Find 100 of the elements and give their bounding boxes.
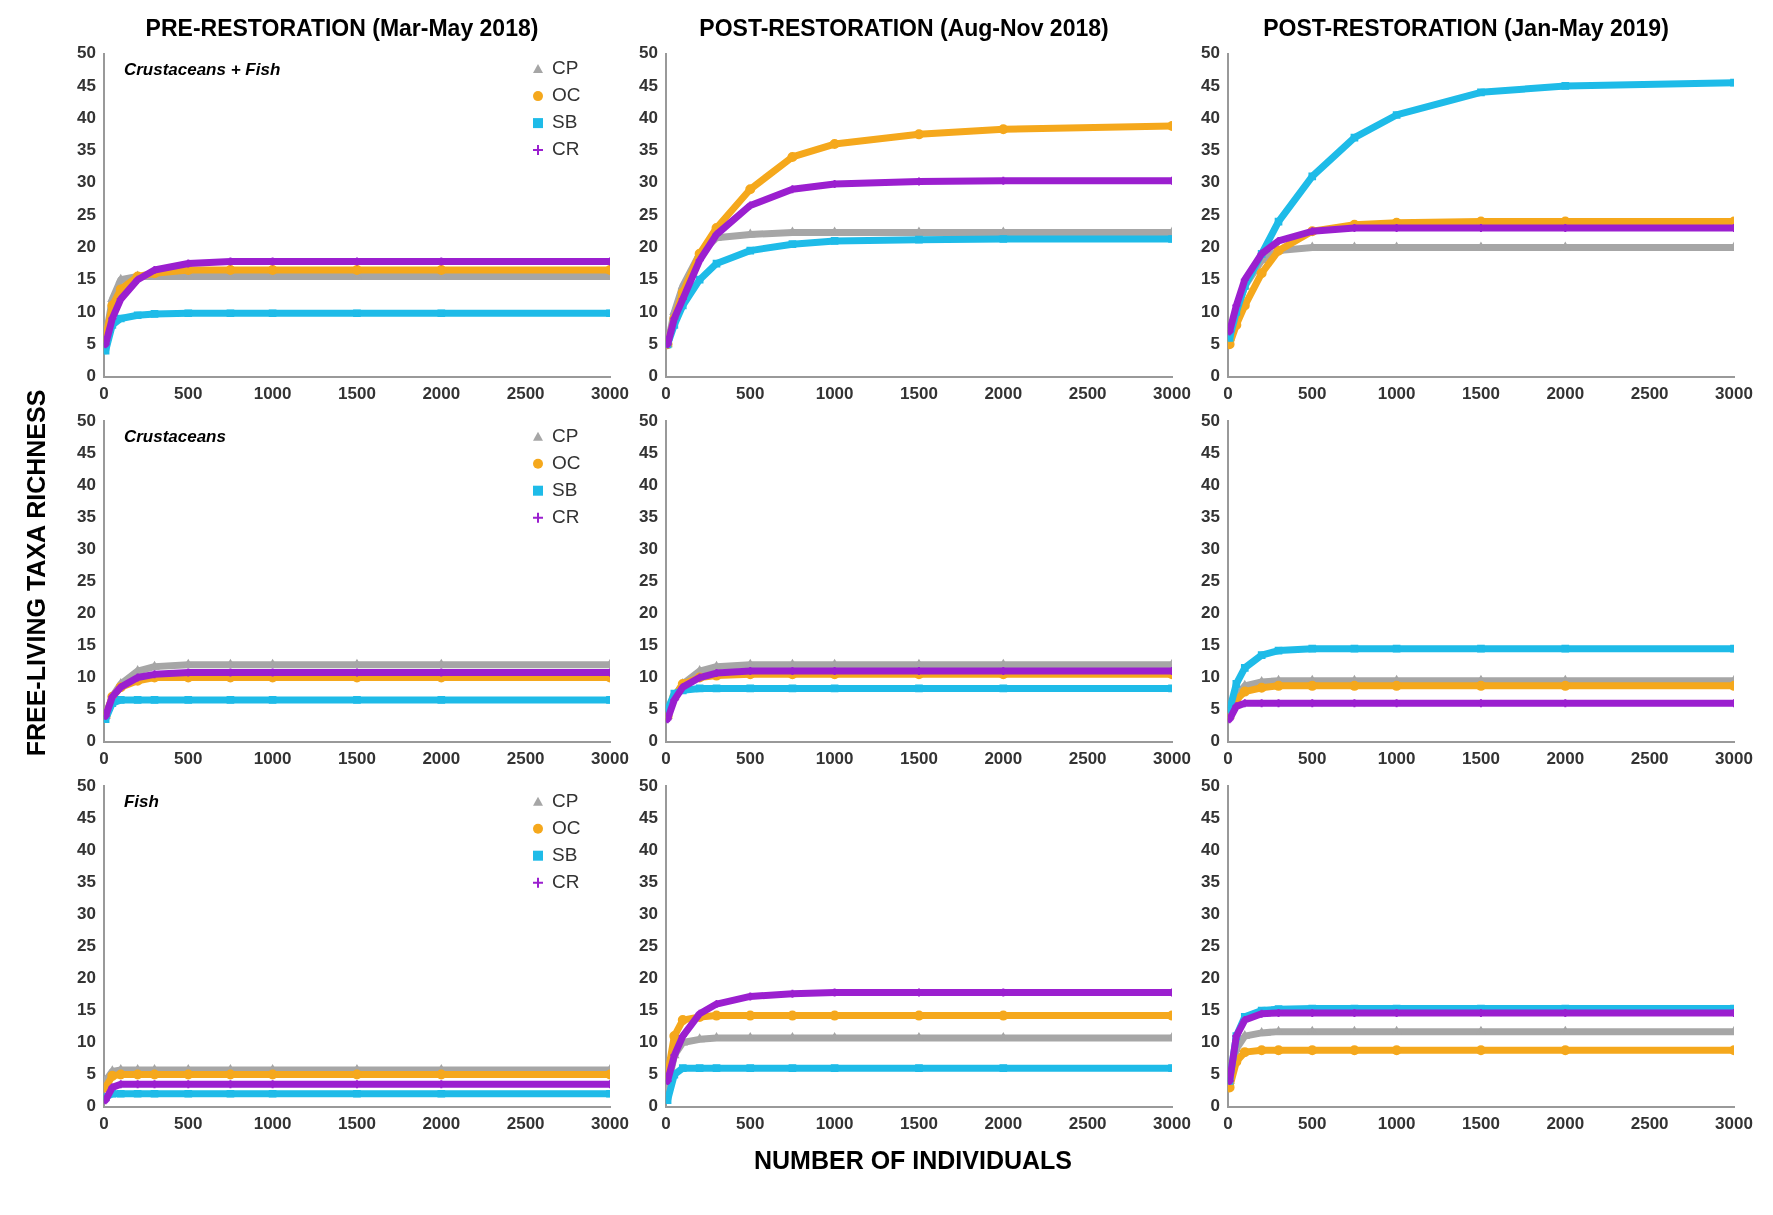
y-tick-label: 30 (1200, 904, 1220, 924)
x-tick-label: 0 (1223, 749, 1233, 769)
y-tick-label: 35 (1200, 872, 1220, 892)
y-tick-label: 40 (1200, 107, 1220, 127)
y-tick-label: 50 (638, 43, 658, 63)
x-tick-label: 1000 (815, 1114, 854, 1134)
x-tick-label: 0 (661, 749, 671, 769)
y-tick-label: 0 (86, 1096, 96, 1116)
legend-label: CP (552, 789, 579, 811)
chart-title: POST-RESTORATION (Aug-Nov 2018) (699, 15, 1109, 42)
x-tick-label: 500 (736, 384, 765, 404)
y-tick-label: 45 (76, 75, 96, 95)
x-tick-label: 2000 (1546, 384, 1585, 404)
y-tick-label: 10 (1200, 1032, 1220, 1052)
y-tick-label: 25 (76, 936, 96, 956)
x-tick-label: 1500 (900, 384, 938, 404)
x-tick-label: 3000 (591, 1114, 629, 1134)
x-tick-label: 3000 (1715, 749, 1753, 769)
x-tick-label: 2000 (422, 749, 461, 769)
x-axis-title: NUMBER OF INDIVIDUALS (752, 1146, 1074, 1175)
legend-label: SB (552, 111, 578, 133)
y-tick-label: 35 (1200, 507, 1220, 527)
x-tick-label: 1000 (1377, 749, 1416, 769)
y-tick-label: 15 (76, 269, 96, 289)
y-tick-label: 20 (1200, 237, 1220, 257)
x-tick-label: 2000 (984, 1114, 1023, 1134)
y-tick-label: 5 (1210, 1064, 1220, 1084)
y-tick-label: 5 (648, 699, 658, 719)
x-tick-label: 2000 (422, 384, 461, 404)
x-tick-label: 1500 (1462, 384, 1500, 404)
y-tick-label: 45 (638, 442, 658, 462)
legend-label: OC (552, 451, 581, 473)
y-tick-label: 20 (638, 968, 658, 988)
y-tick-label: 30 (638, 539, 658, 559)
x-tick-label: 2500 (1630, 749, 1669, 769)
legend-label: CR (552, 505, 580, 527)
y-tick-label: 35 (638, 140, 658, 160)
y-tick-label: 10 (76, 1032, 96, 1052)
chart-title: PRE-RESTORATION (Mar-May 2018) (145, 15, 539, 42)
y-tick-label: 25 (1200, 571, 1220, 591)
x-tick-label: 2500 (1068, 1114, 1107, 1134)
x-tick-label: 0 (99, 1114, 109, 1134)
y-tick-label: 15 (76, 1000, 96, 1020)
x-tick-label: 3000 (591, 384, 629, 404)
x-tick-label: 3000 (1153, 1114, 1191, 1134)
y-tick-label: 0 (86, 731, 96, 751)
x-tick-label: 0 (1223, 384, 1233, 404)
y-tick-label: 10 (1200, 301, 1220, 321)
y-tick-label: 40 (638, 839, 658, 859)
x-tick-label: 1000 (253, 749, 292, 769)
y-tick-label: 10 (638, 1032, 658, 1052)
y-tick-label: 0 (1210, 366, 1220, 386)
x-tick-label: 1000 (1377, 384, 1416, 404)
x-tick-label: 2000 (1546, 1114, 1585, 1134)
y-tick-label: 40 (638, 474, 658, 494)
x-tick-label: 1000 (253, 1114, 292, 1134)
x-tick-label: 1500 (338, 749, 376, 769)
y-tick-label: 40 (76, 839, 96, 859)
y-tick-label: 5 (1210, 333, 1220, 353)
legend-label: CP (552, 424, 579, 446)
x-tick-label: 2000 (984, 749, 1023, 769)
y-tick-label: 35 (76, 507, 96, 527)
x-tick-label: 2000 (984, 384, 1023, 404)
y-tick-label: 40 (76, 474, 96, 494)
y-tick-label: 15 (1200, 269, 1220, 289)
x-tick-label: 1000 (815, 749, 854, 769)
x-tick-label: 2500 (1068, 749, 1107, 769)
x-tick-label: 2500 (506, 1114, 545, 1134)
x-tick-label: 2500 (1630, 1114, 1669, 1134)
y-tick-label: 20 (638, 237, 658, 257)
y-tick-label: 35 (1200, 140, 1220, 160)
y-tick-label: 0 (1210, 731, 1220, 751)
y-tick-label: 30 (76, 539, 96, 559)
y-tick-label: 50 (76, 43, 96, 63)
y-tick-label: 20 (76, 603, 96, 623)
annotation: Crustaceans (123, 427, 226, 447)
y-tick-label: 5 (648, 333, 658, 353)
y-tick-label: 0 (1210, 1096, 1220, 1116)
legend-label: SB (552, 478, 578, 500)
y-tick-label: 35 (76, 140, 96, 160)
y-tick-label: 5 (86, 699, 96, 719)
x-tick-label: 1000 (815, 384, 854, 404)
y-tick-label: 40 (1200, 474, 1220, 494)
x-tick-label: 500 (174, 384, 203, 404)
x-tick-label: 1000 (253, 384, 292, 404)
y-tick-label: 50 (1200, 43, 1220, 63)
legend-label: SB (552, 843, 578, 865)
y-tick-label: 5 (648, 1064, 658, 1084)
y-tick-label: 25 (76, 571, 96, 591)
legend-label: CR (552, 870, 580, 892)
x-tick-label: 2500 (1630, 384, 1669, 404)
x-tick-label: 1500 (900, 749, 938, 769)
x-tick-label: 500 (174, 1114, 203, 1134)
y-tick-label: 20 (1200, 603, 1220, 623)
y-tick-label: 45 (76, 442, 96, 462)
y-tick-label: 10 (638, 301, 658, 321)
y-tick-label: 50 (1200, 410, 1220, 430)
x-tick-label: 3000 (1715, 384, 1753, 404)
y-tick-label: 0 (648, 1096, 658, 1116)
y-tick-label: 25 (1200, 204, 1220, 224)
